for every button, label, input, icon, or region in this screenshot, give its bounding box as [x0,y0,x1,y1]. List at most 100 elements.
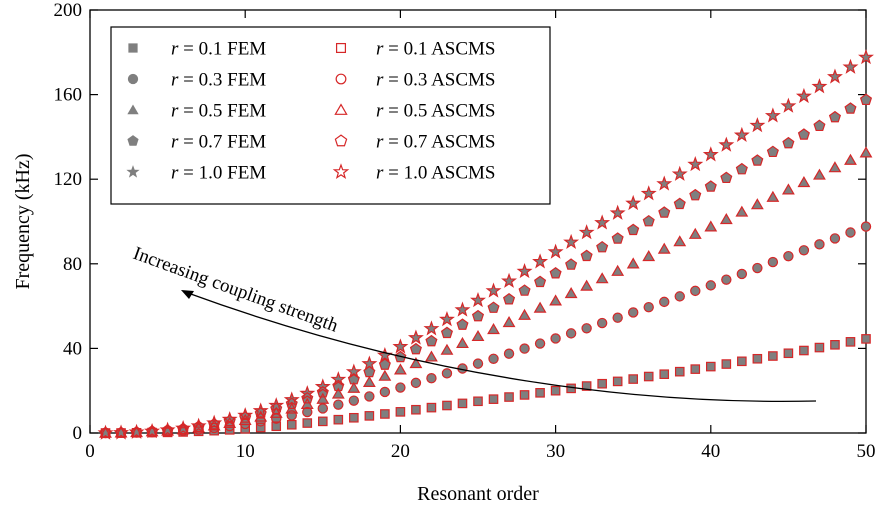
data-point [457,398,468,409]
data-point [564,235,578,248]
data-point [657,177,671,190]
data-point [764,107,781,123]
data-point [628,374,638,384]
data-point [612,266,624,276]
data-point [317,393,329,404]
data-point [535,388,545,398]
data-point [395,364,406,374]
data-point [783,251,794,262]
data-point [718,136,735,152]
data-point [518,264,531,277]
legend-label: r = 0.3 ASCMS [376,70,496,91]
legend: r = 0.1 FEM r = 0.3 FEM r = 0.5 FEM r = 0.7… [110,26,551,205]
data-point [393,363,407,375]
data-point [316,386,329,398]
data-point [255,422,266,433]
data-point [581,323,592,334]
data-point [361,355,378,371]
data-point [735,205,749,217]
data-point [470,292,486,308]
data-point [441,344,453,355]
data-point [721,274,732,285]
data-point [364,411,375,421]
data-point [457,338,468,348]
data-point [627,223,640,236]
data-point [330,371,347,387]
data-point [426,373,437,384]
data-point [438,311,455,327]
data-point [844,153,857,165]
data-point [347,372,360,385]
data-point [612,376,623,387]
legend-label: r = 0.3 FEM [171,70,266,91]
data-point [534,338,546,349]
data-point [752,262,763,274]
data-point [504,392,514,402]
data-point [799,346,809,355]
data-point [426,351,437,361]
data-point [845,337,856,347]
data-point [550,295,561,305]
series-r-0-1-ascms [100,334,871,438]
data-point [845,227,856,238]
data-point [362,375,376,387]
legend-label: r = 0.7 ASCMS [376,132,496,153]
data-point [766,190,780,202]
data-point [407,329,424,345]
data-point [798,177,810,187]
data-point [472,358,484,369]
data-point [175,419,192,436]
legend-entry: r = 0.1 FEM [128,39,266,60]
data-point [674,291,685,302]
data-point [333,399,344,410]
data-point [797,89,811,102]
data-point [721,359,732,369]
legend-marker [127,73,139,85]
legend-entry: r = 0.7 FEM [127,132,266,153]
data-point [504,348,514,359]
data-point [783,250,794,262]
data-point [642,214,655,227]
data-point [190,417,207,433]
data-point [394,340,407,353]
data-point [302,418,312,428]
data-point [395,382,406,393]
data-point [767,256,779,268]
data-point [535,338,545,349]
data-point [206,414,223,430]
data-point [347,365,361,378]
data-point [768,351,778,361]
data-point [628,307,639,318]
x-tick-label: 50 [857,441,876,462]
data-point [736,268,748,280]
data-point [766,145,779,158]
data-point [144,422,161,439]
legend-entry: r = 0.7 ASCMS [334,132,496,153]
data-point [442,400,452,411]
data-point [271,421,282,432]
data-point [271,421,281,431]
data-point [612,312,623,323]
data-point [814,239,825,250]
legend-label: r = 1.0 ASCMS [376,163,496,184]
data-point [673,235,687,247]
y-tick-label: 80 [63,254,82,275]
data-point [566,328,577,339]
data-point [411,404,421,415]
data-point [705,221,717,231]
data-point [161,423,174,436]
data-point [532,253,549,269]
data-point [597,378,607,389]
data-point [846,337,855,347]
data-point [411,377,421,388]
data-point [596,240,609,253]
data-point [549,294,563,306]
data-point [549,245,562,258]
data-point [113,424,130,440]
data-point [737,356,747,367]
data-point [519,390,530,400]
data-point [458,398,467,408]
data-point [425,350,438,362]
data-point [317,403,328,414]
